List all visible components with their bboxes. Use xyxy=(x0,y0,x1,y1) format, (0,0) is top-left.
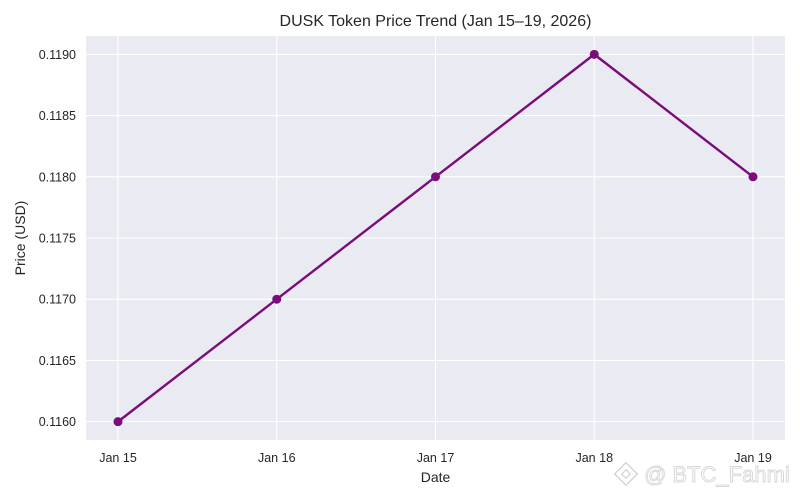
y-tick-label: 0.1170 xyxy=(39,293,76,307)
y-tick-label: 0.1165 xyxy=(39,354,76,368)
data-point xyxy=(431,172,440,182)
x-tick-label: Jan 18 xyxy=(575,451,613,465)
x-tick-label: Jan 15 xyxy=(99,451,137,465)
data-point xyxy=(589,49,599,59)
data-point xyxy=(113,417,123,427)
chart-title: DUSK Token Price Trend (Jan 15–19, 2026) xyxy=(280,13,592,30)
y-tick-label: 0.1160 xyxy=(39,415,76,429)
x-tick-label: Jan 19 xyxy=(734,451,772,465)
x-tick-label: Jan 16 xyxy=(258,451,296,465)
y-tick-label: 0.1185 xyxy=(39,109,76,123)
x-axis-ticks: Jan 15 Jan 16 Jan 17 Jan 18 Jan 19 xyxy=(99,451,772,465)
y-tick-label: 0.1180 xyxy=(39,170,76,184)
x-tick-label: Jan 17 xyxy=(417,451,455,465)
watermark: @ BTC_Fahmi xyxy=(613,461,790,487)
data-point xyxy=(272,294,282,304)
data-point xyxy=(748,172,758,182)
y-axis-label: Price (USD) xyxy=(12,201,28,276)
watermark-text: @ BTC_Fahmi xyxy=(644,462,790,487)
binance-logo-icon xyxy=(613,461,639,487)
y-tick-label: 0.1175 xyxy=(39,232,76,246)
series-layer xyxy=(113,49,758,427)
x-axis-label: Date xyxy=(421,469,451,485)
y-axis-ticks: 0.1160 0.1165 0.1170 0.1175 0.1180 0.1185 0.11… xyxy=(39,48,76,429)
y-tick-label: 0.1190 xyxy=(39,48,76,62)
